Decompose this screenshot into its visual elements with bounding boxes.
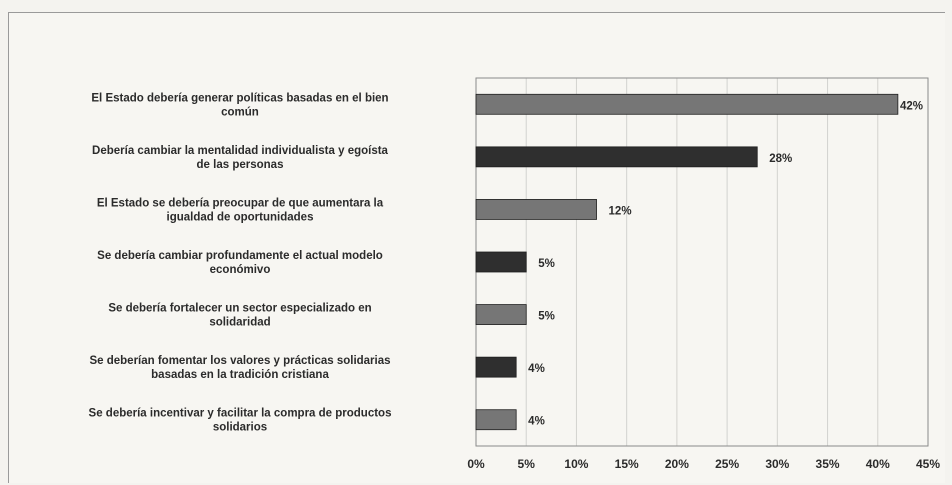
data-label: 42% — [900, 100, 923, 112]
category-label: El Estado se debería preocupar de que au… — [97, 197, 384, 223]
category-label: Se debería fortalecer un sector especial… — [108, 303, 371, 329]
data-label: 28% — [769, 153, 792, 165]
x-tick-label: 35% — [816, 457, 840, 471]
category-label: El Estado debería generar políticas basa… — [91, 92, 388, 118]
category-label: Debería cambiar la mentalidad individual… — [92, 145, 389, 171]
bar — [475, 93, 899, 115]
bar — [475, 251, 527, 273]
gridlines — [525, 78, 879, 446]
bar — [475, 409, 517, 431]
bar — [475, 199, 597, 220]
x-axis-ticks: 0% 5% 10% 15% 20% 25% 30% 35% 40% 45% — [467, 457, 940, 471]
value-labels: 42% 28% 12% 5% 5% 4% 4% — [528, 100, 923, 427]
x-tick-label: 10% — [564, 457, 588, 471]
category-labels: El Estado debería generar políticas basa… — [89, 92, 392, 433]
x-tick-label: 40% — [866, 457, 890, 471]
data-label: 5% — [538, 258, 555, 270]
category-label: Se debería incentivar y facilitar la com… — [89, 408, 392, 434]
category-label: Se deberían fomentar los valores y práct… — [89, 355, 390, 381]
x-tick-label: 25% — [715, 457, 739, 471]
x-tick-label: 15% — [615, 457, 639, 471]
data-label: 4% — [528, 416, 545, 428]
data-label: 4% — [528, 363, 545, 375]
x-tick-label: 0% — [467, 457, 485, 471]
bar — [475, 146, 758, 168]
x-tick-label: 45% — [916, 457, 940, 471]
bar — [475, 356, 517, 378]
x-tick-label: 30% — [765, 457, 789, 471]
bars — [475, 93, 899, 431]
x-tick-label: 20% — [665, 457, 689, 471]
data-label: 12% — [609, 205, 632, 217]
data-label: 5% — [538, 311, 555, 323]
x-tick-label: 5% — [518, 457, 536, 471]
category-label: Se debería cambiar profundamente el actu… — [97, 250, 383, 276]
bar — [475, 304, 527, 325]
